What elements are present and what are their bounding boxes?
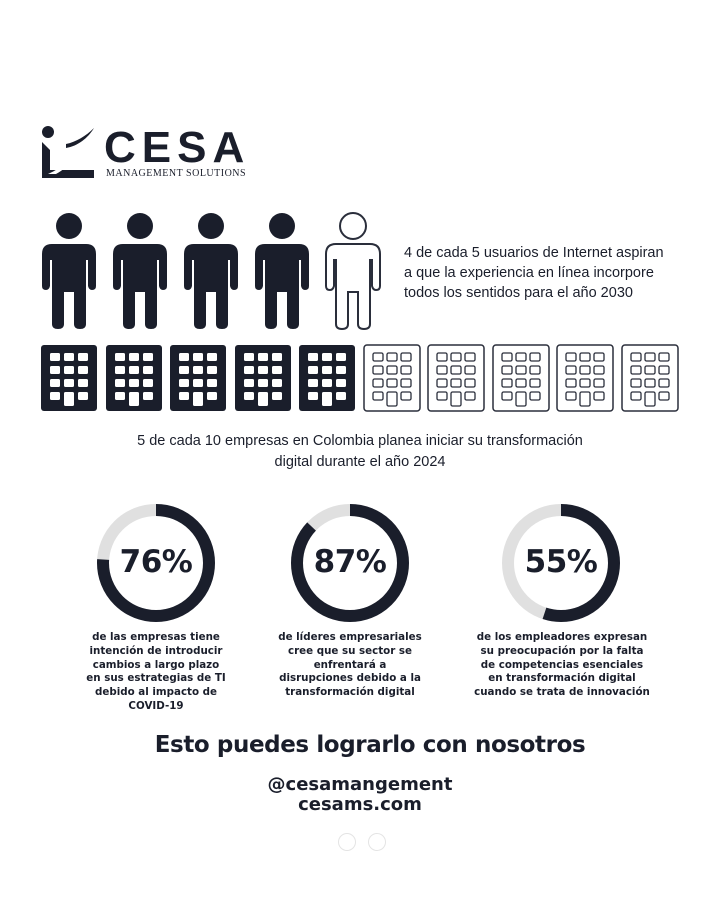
cta-heading: Esto puedes lograrlo con nosotros (154, 732, 586, 758)
donut-ring-2 (291, 504, 409, 622)
building-icon-filled (234, 345, 291, 411)
users-stat-line: todos los sentidos para el año 2030 (404, 285, 633, 301)
donut-value-3: 55% (524, 544, 598, 580)
building-icon-filled (41, 345, 97, 411)
building-icon-filled (299, 345, 355, 411)
donut-desc-line: en sus estrategias de TI (86, 672, 226, 685)
donut-description-2: de líderes empresariales cree que su sec… (265, 631, 435, 700)
building-icon-outline (620, 344, 679, 412)
donut-desc-line: cree que su sector se (287, 644, 413, 657)
donut-desc-line: COVID-19 (128, 699, 184, 712)
donut-chart-1: 76% (95, 502, 217, 624)
cesa-logo: CESA MANAGEMENT SOLUTIONS (36, 124, 246, 184)
companies-stat-text: 5 de cada 10 empresas en Colombia planea… (0, 431, 720, 473)
building-icon-filled (105, 345, 162, 411)
donut-description-1: de las empresas tiene intención de intro… (71, 631, 241, 714)
donut-desc-line: disrupciones debido a la (279, 672, 421, 685)
donut-desc-line: transformación digital (285, 686, 415, 699)
donut-ring-1 (97, 504, 215, 622)
donut-value-2: 87% (313, 544, 387, 580)
companies-stat-line: digital durante el año 2024 (274, 454, 446, 470)
donut-desc-line: de los empleadores expresan (476, 631, 648, 643)
carousel-pagination (338, 833, 390, 851)
building-icon-filled (170, 345, 226, 411)
companies-stat-line: 5 de cada 10 empresas en Colombia planea… (137, 433, 583, 449)
website: cesams.com (298, 794, 422, 815)
users-stat-text: 4 de cada 5 usuarios de Internet aspiran… (404, 243, 704, 303)
donut-ring-3 (502, 504, 620, 622)
donut-desc-line: de líderes empresariales (278, 631, 422, 643)
building-icon-outline (556, 344, 614, 412)
cesa-logo-mark-icon (42, 126, 94, 178)
donut-value-arc (291, 504, 409, 622)
donut-desc-line: debido al impacto de (95, 686, 217, 699)
donut-desc-line: intención de introducir (89, 644, 223, 657)
donut-value-1: 76% (119, 544, 193, 580)
donut-desc-line: de competencias esenciales (480, 658, 644, 671)
companies-pictogram (40, 344, 685, 414)
building-icon-outline (427, 344, 485, 412)
logo-wordmark: CESA (104, 123, 251, 172)
donut-chart-3: 55% (500, 502, 622, 624)
person-icon-outline (325, 212, 381, 330)
donut-value-arc (502, 504, 620, 622)
donut-desc-line: de las empresas tiene (92, 631, 220, 643)
building-icon-outline (491, 344, 550, 412)
donut-desc-line: su preocupación por la falta (480, 644, 644, 657)
person-icon-filled (42, 213, 96, 329)
donut-desc-line: cuando se trata de innovación (474, 686, 650, 699)
building-icon-outline (362, 344, 421, 412)
donut-description-3: de los empleadores expresan su preocupac… (472, 631, 652, 700)
pagination-dot-1[interactable] (338, 833, 356, 851)
social-handle: @cesamangement (267, 774, 453, 795)
donut-value-arc (97, 504, 215, 622)
person-icon-filled (255, 213, 309, 329)
users-pictogram (40, 212, 385, 332)
users-stat-line: a que la experiencia en línea incorpore (404, 265, 654, 281)
donut-desc-line: enfrentará a (313, 658, 387, 671)
pagination-dot-2[interactable] (368, 833, 386, 851)
person-icon-filled (113, 213, 167, 329)
person-icon-filled (184, 213, 238, 329)
logo-subtitle: MANAGEMENT SOLUTIONS (106, 168, 247, 179)
donut-desc-line: cambios a largo plazo (92, 658, 220, 671)
donut-chart-2: 87% (289, 502, 411, 624)
donut-desc-line: en transformación digital (488, 672, 636, 685)
users-stat-line: 4 de cada 5 usuarios de Internet aspiran (404, 245, 664, 261)
